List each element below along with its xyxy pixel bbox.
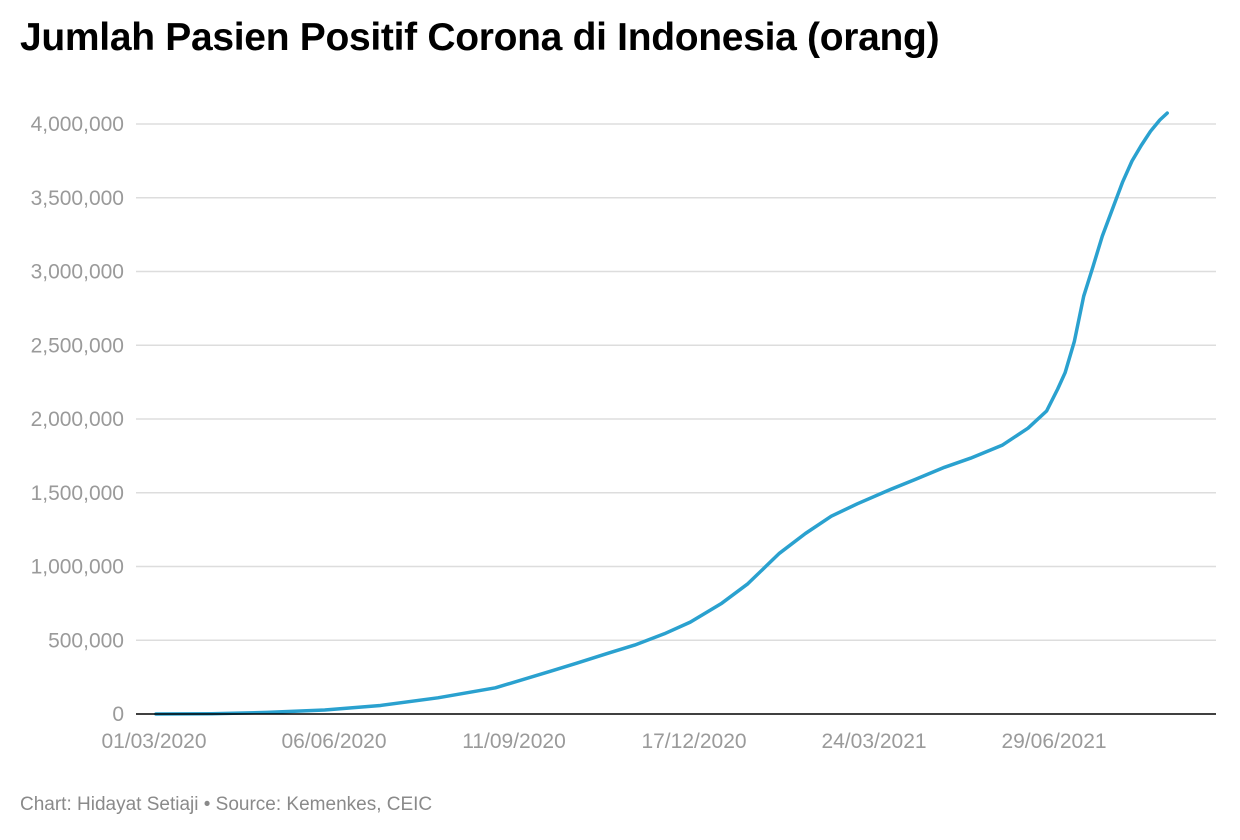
y-tick-label: 2,500,000: [31, 334, 124, 357]
x-axis-ticks: 01/03/2020 06/06/2020 11/09/2020 17/12/2020…: [101, 730, 1106, 753]
x-tick-label: 01/03/2020: [101, 730, 206, 753]
y-tick-label: 2,000,000: [31, 408, 124, 431]
y-tick-label: 1,000,000: [31, 556, 124, 579]
chart-credit: Chart: Hidayat Setiaji • Source: Kemenke…: [20, 794, 433, 815]
y-axis-ticks: 0 500,000 1,000,000 1,500,000 2,000,000 2,500…: [31, 113, 124, 726]
y-tick-label: 1,500,000: [31, 482, 124, 505]
chart-title: Jumlah Pasien Positif Corona di Indonesi…: [20, 16, 940, 59]
series-group: [154, 111, 1169, 716]
x-tick-label: 17/12/2020: [641, 730, 746, 753]
y-tick-label: 500,000: [48, 629, 124, 652]
y-tick-label: 4,000,000: [31, 113, 124, 136]
x-tick-label: 11/09/2020: [462, 730, 566, 753]
x-tick-label: 06/06/2020: [281, 730, 386, 753]
series-line-0: [154, 111, 1169, 716]
y-tick-label: 3,000,000: [31, 261, 124, 284]
y-tick-label: 3,500,000: [31, 187, 124, 210]
x-tick-label: 29/06/2021: [1001, 730, 1106, 753]
y-tick-label: 0: [112, 703, 124, 726]
gridlines: [136, 123, 1216, 641]
x-tick-label: 24/03/2021: [821, 730, 926, 753]
